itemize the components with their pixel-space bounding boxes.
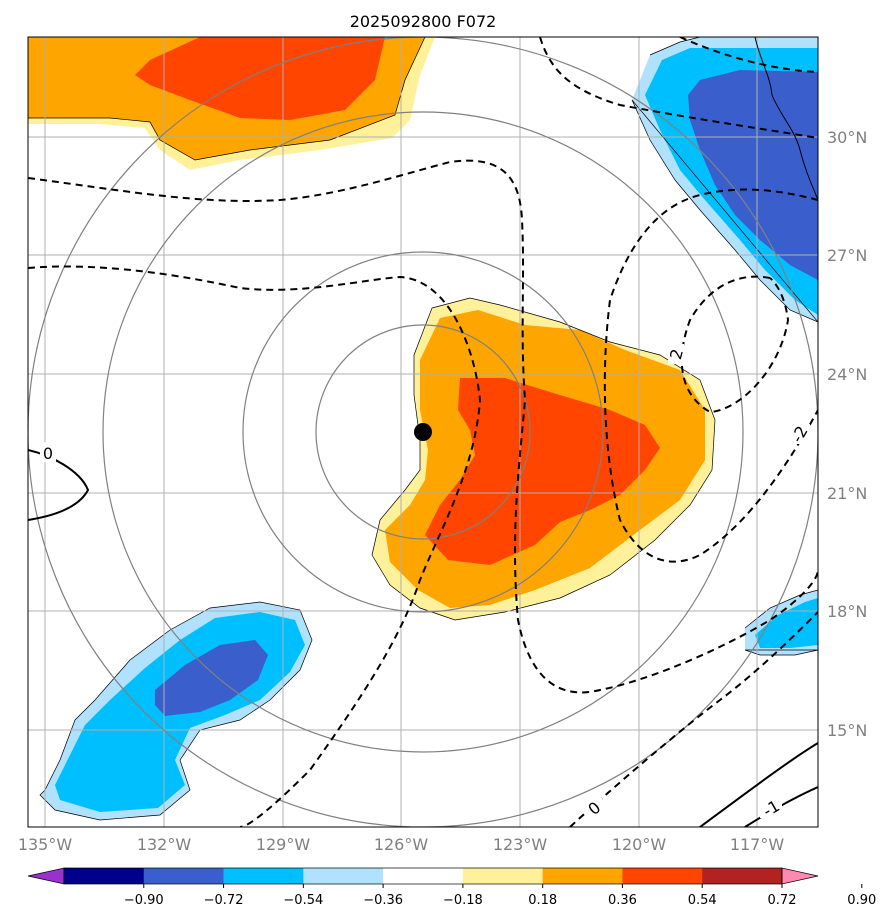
colorbar-border bbox=[63, 867, 783, 885]
colorbar-tick-label: 0.18 bbox=[528, 893, 557, 908]
colorbar-tick-label: 0.36 bbox=[608, 893, 637, 908]
colorbar-tick-label: −0.72 bbox=[204, 893, 244, 908]
contour-label-zero-west: 0 bbox=[43, 444, 53, 463]
range-rings bbox=[28, 37, 818, 827]
cold-region-northeast bbox=[631, 37, 818, 323]
lon-tick-label: 132°W bbox=[137, 835, 192, 854]
colorbar-tick-label: −0.18 bbox=[443, 893, 483, 908]
warm-region-central bbox=[371, 297, 716, 621]
lon-tick-label: 129°W bbox=[256, 835, 311, 854]
colorbar: −0.90 −0.72 −0.54 −0.36 −0.18 0.18 0.36 0.54 0.7… bbox=[27, 867, 876, 908]
colorbar-extend-high bbox=[781, 867, 819, 885]
longitude-axis: 135°W 132°W 129°W 126°W 123°W 120°W 117°… bbox=[18, 835, 785, 854]
lat-tick-label: 18°N bbox=[827, 602, 867, 621]
colorbar-extend-low bbox=[27, 867, 65, 885]
colorbar-segment bbox=[383, 868, 464, 884]
colorbar-segment bbox=[64, 868, 145, 884]
gridlines bbox=[28, 37, 818, 827]
colorbar-tick-label: 0.90 bbox=[847, 893, 876, 908]
lat-tick-label: 27°N bbox=[827, 246, 867, 265]
colorbar-segment bbox=[462, 868, 544, 884]
lon-tick-label: 117°W bbox=[730, 835, 785, 854]
colorbar-segment bbox=[223, 868, 304, 884]
lat-tick-label: 15°N bbox=[827, 721, 867, 740]
lon-tick-label: 135°W bbox=[18, 835, 73, 854]
colorbar-segment bbox=[143, 868, 225, 884]
colorbar-tick-label: −0.90 bbox=[124, 893, 164, 908]
colorbar-segment bbox=[542, 868, 623, 884]
lat-tick-label: 21°N bbox=[827, 484, 867, 503]
colorbar-segment bbox=[702, 868, 783, 884]
map-frame bbox=[27, 36, 819, 828]
lon-tick-label: 120°W bbox=[612, 835, 667, 854]
contour-label-2: 2 bbox=[666, 347, 687, 362]
lat-tick-label: 24°N bbox=[827, 365, 867, 384]
storm-center-marker bbox=[414, 423, 432, 441]
colorbar-tick-label: 0.54 bbox=[688, 893, 717, 908]
lon-tick-label: 123°W bbox=[493, 835, 548, 854]
figure-title: 2025092800 F072 bbox=[350, 12, 497, 31]
thin-contour bbox=[754, 37, 818, 201]
colorbar-tick-label: 0.72 bbox=[768, 893, 797, 908]
colorbar-segment bbox=[303, 868, 384, 884]
colorbar-segment bbox=[622, 868, 703, 884]
contour-labels: 0 2 -2 0 -1 bbox=[40, 344, 812, 821]
negative-contours bbox=[28, 37, 818, 827]
latitude-axis: 30°N 27°N 24°N 21°N 18°N 15°N bbox=[827, 128, 867, 740]
lat-tick-label: 30°N bbox=[827, 128, 867, 147]
cold-region-southwest bbox=[39, 601, 313, 821]
lon-tick-label: 126°W bbox=[374, 835, 429, 854]
colorbar-tick-label: −0.54 bbox=[283, 893, 323, 908]
colorbar-tick-label: −0.36 bbox=[363, 893, 403, 908]
map-content: 0 2 -2 0 -1 bbox=[28, 37, 818, 827]
